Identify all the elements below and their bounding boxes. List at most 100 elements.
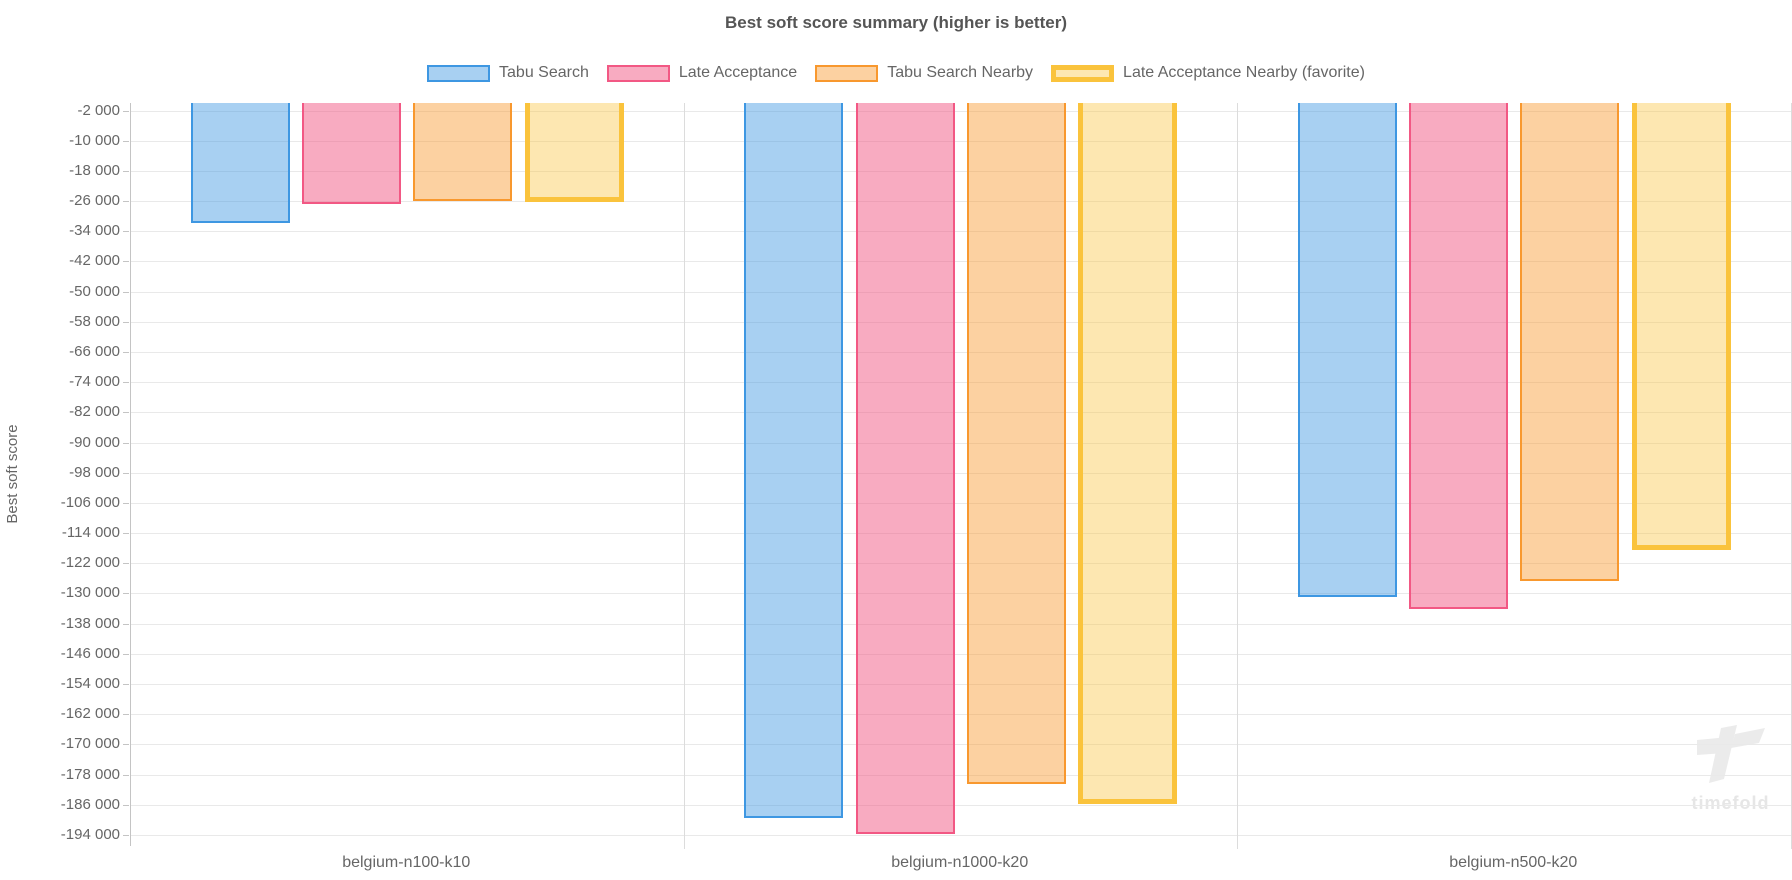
y-tick-mark xyxy=(123,593,129,595)
y-tick-label: -146 000 xyxy=(60,644,120,662)
h-gridline xyxy=(130,744,1791,746)
h-gridline xyxy=(130,382,1791,384)
h-gridline xyxy=(130,261,1791,263)
legend-item-late-acceptance: Late Acceptance xyxy=(606,64,797,82)
legend-swatch xyxy=(606,64,670,82)
y-tick-label: -34 000 xyxy=(69,222,120,240)
y-tick-mark xyxy=(123,714,129,716)
y-tick-label: -194 000 xyxy=(60,825,120,843)
y-tick-label: -98 000 xyxy=(69,463,120,481)
bar-late-acceptance-belgium-n500-k20 xyxy=(1409,103,1509,610)
y-tick-label: -186 000 xyxy=(60,795,120,813)
y-tick-label: -114 000 xyxy=(61,524,120,542)
bar-late-acceptance-nearby-favorite-belgium-n500-k20 xyxy=(1631,103,1731,550)
y-tick-label: -2 000 xyxy=(77,101,120,119)
h-gridline xyxy=(130,834,1791,836)
chart-legend: Tabu Search Late Acceptance Tabu Search Ne… xyxy=(0,64,1792,82)
y-tick-mark xyxy=(123,412,129,414)
legend-label: Late Acceptance Nearby (favorite) xyxy=(1123,64,1365,81)
y-tick-mark xyxy=(123,744,129,746)
y-tick-mark xyxy=(123,140,129,142)
bar-late-acceptance-belgium-n1000-k20 xyxy=(855,103,955,834)
category-separator xyxy=(1790,103,1792,849)
timefold-logo-icon xyxy=(1696,725,1765,783)
bar-tabu-search-belgium-n1000-k20 xyxy=(744,103,844,818)
y-tick-label: -74 000 xyxy=(69,373,120,391)
y-tick-mark xyxy=(123,170,129,172)
h-gridline xyxy=(130,472,1791,474)
h-gridline xyxy=(130,352,1791,353)
y-tick-mark xyxy=(123,261,129,263)
y-tick-mark xyxy=(123,684,129,686)
y-tick-mark xyxy=(123,352,129,353)
y-tick-label: -58 000 xyxy=(69,312,120,330)
h-gridline xyxy=(130,201,1791,203)
legend-label: Tabu Search xyxy=(499,64,589,81)
watermark-text: timefold xyxy=(1691,793,1770,813)
y-tick-label: -130 000 xyxy=(60,584,120,602)
y-tick-label: -106 000 xyxy=(60,493,120,511)
bar-tabu-search-nearby-belgium-n1000-k20 xyxy=(966,103,1066,785)
h-gridline xyxy=(130,412,1791,414)
legend-swatch xyxy=(1051,64,1115,82)
h-gridline xyxy=(130,110,1791,112)
category-separator xyxy=(683,103,685,849)
legend-item-tabu-search-nearby: Tabu Search Nearby xyxy=(815,64,1033,82)
legend-label: Tabu Search Nearby xyxy=(887,64,1034,81)
h-gridline xyxy=(130,804,1791,806)
legend-item-late-acceptance-nearby-favorite: Late Acceptance Nearby (favorite) xyxy=(1051,64,1365,82)
y-tick-mark xyxy=(123,623,129,625)
y-tick-label: -50 000 xyxy=(69,282,120,300)
legend-item-tabu-search: Tabu Search xyxy=(427,64,589,82)
y-tick-mark xyxy=(123,533,129,535)
h-gridline xyxy=(130,170,1791,172)
h-gridline xyxy=(130,502,1791,504)
y-tick-label: -90 000 xyxy=(69,433,120,451)
plot-area: timefold xyxy=(129,103,1792,849)
h-gridline xyxy=(130,291,1791,293)
y-tick-label: -170 000 xyxy=(60,735,120,753)
h-gridline xyxy=(130,653,1791,655)
y-tick-label: -42 000 xyxy=(69,252,120,270)
bar-late-acceptance-nearby-favorite-belgium-n100-k10 xyxy=(524,103,624,203)
y-tick-label: -26 000 xyxy=(69,192,120,210)
y-tick-mark xyxy=(123,382,129,384)
y-tick-mark xyxy=(123,472,129,474)
category-separator xyxy=(1237,103,1238,849)
legend-swatch xyxy=(427,64,491,82)
category-label-belgium-n1000-k20: belgium-n1000-k20 xyxy=(891,854,1029,871)
y-tick-mark xyxy=(123,774,129,776)
y-tick-mark xyxy=(123,291,129,293)
h-gridline xyxy=(130,442,1791,444)
bar-late-acceptance-nearby-favorite-belgium-n1000-k20 xyxy=(1078,103,1178,805)
y-tick-label: -82 000 xyxy=(69,403,120,421)
y-tick-mark xyxy=(123,653,129,655)
h-gridline xyxy=(130,563,1791,565)
y-tick-mark xyxy=(123,321,129,323)
bar-late-acceptance-belgium-n100-k10 xyxy=(302,103,402,205)
bar-tabu-search-belgium-n500-k20 xyxy=(1297,103,1397,597)
h-gridline xyxy=(130,774,1791,776)
y-tick-label: -154 000 xyxy=(60,675,120,693)
y-tick-label: -178 000 xyxy=(60,765,120,783)
bar-tabu-search-nearby-belgium-n500-k20 xyxy=(1520,103,1620,582)
y-tick-label: -10 000 xyxy=(69,131,120,149)
y-tick-mark xyxy=(123,110,129,112)
y-tick-mark xyxy=(123,442,129,444)
h-gridline xyxy=(130,533,1791,535)
y-tick-mark xyxy=(123,834,129,836)
y-tick-label: -66 000 xyxy=(69,343,120,360)
h-gridline xyxy=(130,623,1791,625)
h-gridline xyxy=(130,321,1791,323)
h-gridline xyxy=(130,593,1791,595)
y-tick-label: -138 000 xyxy=(60,614,120,632)
chart-title: Best soft score summary (higher is bette… xyxy=(725,13,1067,32)
y-tick-label: -18 000 xyxy=(69,161,120,179)
y-tick-mark xyxy=(123,804,129,806)
bar-tabu-search-belgium-n100-k10 xyxy=(190,103,290,223)
y-tick-mark xyxy=(123,502,129,504)
legend-swatch xyxy=(815,64,879,82)
h-gridline xyxy=(130,140,1791,142)
y-tick-mark xyxy=(123,201,129,203)
